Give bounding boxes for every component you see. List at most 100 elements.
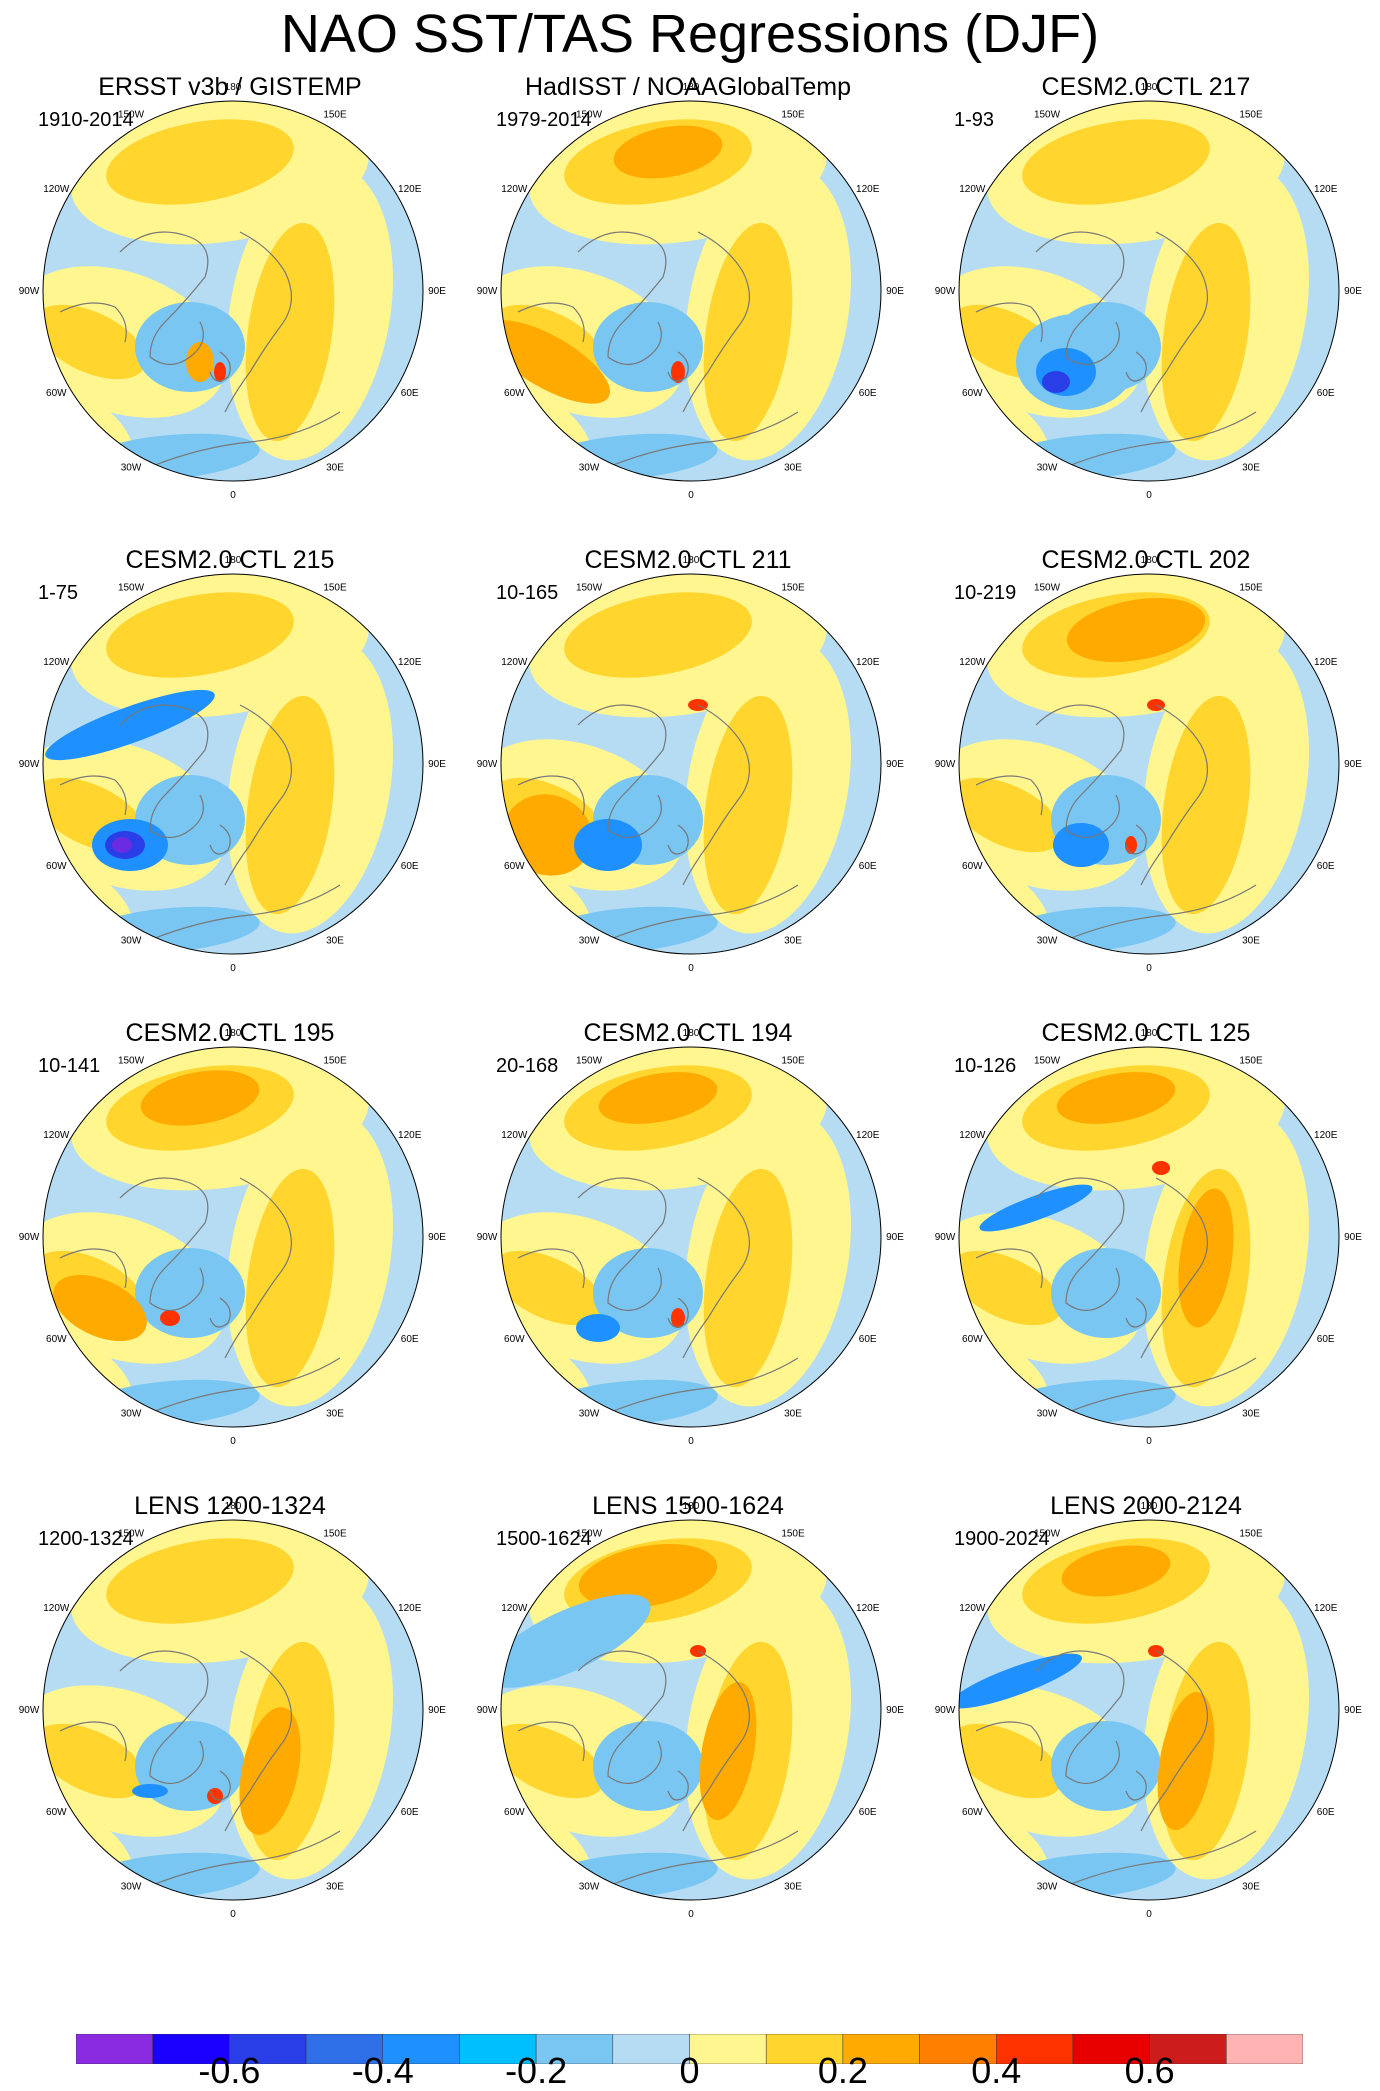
longitude-label: 180 [683, 1501, 700, 1512]
longitude-label: 90W [19, 1705, 40, 1716]
longitude-label: 180 [1141, 82, 1158, 93]
longitude-label: 0 [688, 490, 694, 501]
coastline [209, 351, 231, 382]
coastline [607, 411, 799, 468]
map-boundary [42, 1046, 424, 1428]
panel-period: 1979-2014 [496, 109, 592, 131]
longitude-label: 150E [323, 1055, 347, 1066]
anomaly-region [501, 1250, 604, 1326]
anomaly-region [703, 695, 793, 915]
map-panel: HadISST / NOAAGlobalTemp 1979-2014 180 150E… [458, 72, 918, 547]
longitude-label: 90E [1344, 1232, 1362, 1243]
anomaly-region [1125, 836, 1137, 854]
coastline [517, 1721, 585, 1762]
map-panel: LENS 1200-1324 1200-1324 180 150E 120E 90E 60E… [0, 1491, 460, 1966]
colorbar [76, 2034, 1303, 2064]
longitude-label: 120W [501, 184, 528, 195]
longitude-label: 60E [859, 1807, 877, 1818]
longitude-label: 120E [1314, 1130, 1338, 1141]
longitude-label: 90E [886, 1705, 904, 1716]
longitude-label: 0 [230, 1436, 236, 1447]
colorbar-swatch [689, 2034, 767, 2064]
map-panel: CESM2.0 CTL 215 1-75 180 150E 120E 90E 60E 30E 0… [0, 545, 460, 1020]
panel-title: CESM2.0 CTL 211 [584, 546, 792, 574]
longitude-label: 0 [230, 1909, 236, 1920]
panel-period: 10-126 [954, 1055, 1017, 1077]
longitude-label: 30W [1037, 936, 1058, 947]
longitude-label: 60W [504, 1807, 525, 1818]
colorbar-swatch [765, 2034, 844, 2064]
coastline [224, 1177, 292, 1359]
coastline [149, 411, 341, 468]
coastline [59, 302, 127, 343]
panel-title: CESM2.0 CTL 194 [583, 1019, 793, 1047]
map-panel: CESM2.0 CTL 194 20-168 180 150E 120E 90E 60E 30… [458, 1018, 918, 1493]
colorbar-swatch [76, 2034, 153, 2064]
panel-period: 1910-2014 [38, 109, 134, 131]
panel-title: CESM2.0 CTL 125 [1041, 1019, 1251, 1047]
longitude-label: 120E [1314, 184, 1338, 195]
anomaly-region [959, 1723, 1062, 1799]
longitude-label: 0 [688, 963, 694, 974]
anomaly-region [578, 1544, 718, 1608]
longitude-label: 30E [784, 463, 802, 474]
anomaly-region [574, 819, 642, 871]
longitude-label: 120W [501, 1130, 528, 1141]
longitude-label: 90W [935, 1705, 956, 1716]
longitude-label: 150E [1239, 582, 1263, 593]
longitude-label: 90W [935, 1232, 956, 1243]
anomaly-region [186, 342, 214, 382]
longitude-label: 60E [1317, 388, 1335, 399]
colorbar-swatch [1072, 2034, 1150, 2064]
panel-title: CESM2.0 CTL 195 [125, 1019, 335, 1047]
coastline [149, 1357, 341, 1414]
anomaly-region [1152, 1161, 1170, 1175]
map-panel: CESM2.0 CTL 202 10-219 180 150E 120E 90E 60E 30… [916, 545, 1376, 1020]
longitude-label: 60W [504, 388, 525, 399]
figure-title: NAO SST/TAS Regressions (DJF) [280, 4, 1100, 64]
longitude-label: 30E [326, 1882, 344, 1893]
map-field [43, 1047, 423, 1427]
anomaly-region [1161, 695, 1251, 915]
longitude-label: 150E [781, 1528, 805, 1539]
map-field [501, 101, 881, 481]
panel-period: 1-75 [38, 582, 79, 604]
longitude-label: 60E [401, 861, 419, 872]
anomaly-region [671, 1308, 685, 1328]
longitude-label: 60W [46, 1807, 67, 1818]
longitude-label: 150W [576, 1528, 603, 1539]
longitude-label: 30E [784, 936, 802, 947]
longitude-label: 150W [118, 1055, 145, 1066]
longitude-label: 180 [1141, 1028, 1158, 1039]
colorbar-swatch [305, 2034, 383, 2064]
longitude-label: 150E [781, 582, 805, 593]
longitude-label: 90E [428, 286, 446, 297]
anomaly-region [1178, 1188, 1234, 1328]
coastline [1065, 884, 1257, 941]
longitude-label: 180 [225, 1501, 242, 1512]
longitude-label: 90E [428, 1705, 446, 1716]
longitude-label: 90E [886, 1232, 904, 1243]
colorbar-swatch [535, 2034, 614, 2064]
map-panel: CESM2.0 CTL 217 1-93 180 150E 120E 90E 60E 30E 0… [916, 72, 1376, 547]
longitude-label: 60E [859, 1334, 877, 1345]
longitude-label: 150W [1034, 109, 1061, 120]
longitude-label: 120E [856, 184, 880, 195]
anomaly-region [106, 1538, 294, 1624]
longitude-label: 120W [43, 657, 70, 668]
anomaly-region [43, 1723, 146, 1799]
longitude-label: 0 [688, 1436, 694, 1447]
anomaly-region [1053, 823, 1109, 867]
anomaly-region [53, 1274, 147, 1342]
longitude-label: 180 [225, 82, 242, 93]
coastline [577, 704, 667, 839]
longitude-label: 180 [225, 1028, 242, 1039]
longitude-label: 120W [43, 184, 70, 195]
longitude-label: 180 [683, 82, 700, 93]
longitude-label: 30W [1037, 1882, 1058, 1893]
panel-title: CESM2.0 CTL 215 [125, 546, 335, 574]
map-field [959, 1047, 1339, 1427]
longitude-label: 120W [959, 1603, 986, 1614]
coastline [1125, 1770, 1147, 1801]
longitude-label: 120E [1314, 1603, 1338, 1614]
